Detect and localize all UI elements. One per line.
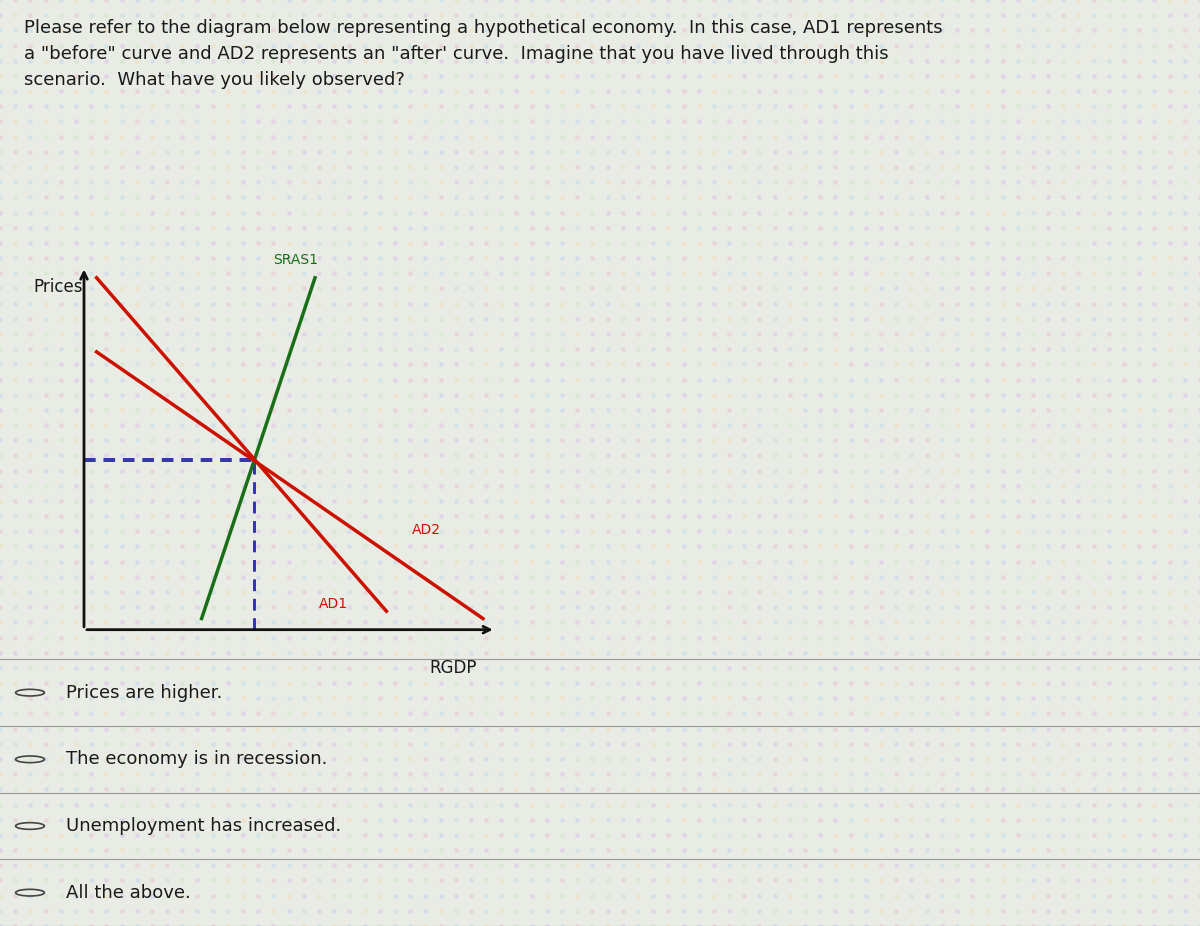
Text: SRAS1: SRAS1: [274, 253, 318, 267]
Text: AD1: AD1: [319, 597, 348, 611]
Text: Please refer to the diagram below representing a hypothetical economy.  In this : Please refer to the diagram below repres…: [24, 19, 943, 89]
Text: The economy is in recession.: The economy is in recession.: [66, 750, 328, 769]
Text: Prices are higher.: Prices are higher.: [66, 683, 222, 702]
Text: All the above.: All the above.: [66, 883, 191, 902]
Text: Unemployment has increased.: Unemployment has increased.: [66, 817, 341, 835]
Text: RGDP: RGDP: [430, 659, 478, 677]
Text: Prices: Prices: [34, 278, 83, 295]
Text: AD2: AD2: [412, 523, 440, 537]
